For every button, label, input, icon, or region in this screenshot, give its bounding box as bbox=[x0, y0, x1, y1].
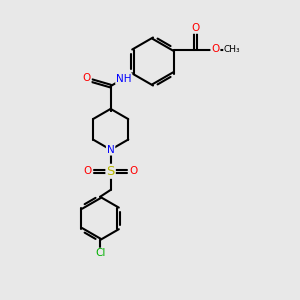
Text: Cl: Cl bbox=[95, 248, 105, 259]
Text: NH: NH bbox=[116, 74, 132, 84]
Text: N: N bbox=[107, 145, 115, 155]
Text: S: S bbox=[106, 165, 115, 178]
Text: O: O bbox=[82, 73, 91, 83]
Text: O: O bbox=[191, 23, 200, 33]
Text: O: O bbox=[130, 166, 138, 176]
Text: CH₃: CH₃ bbox=[224, 45, 241, 54]
Text: O: O bbox=[212, 44, 220, 55]
Text: O: O bbox=[83, 166, 92, 176]
